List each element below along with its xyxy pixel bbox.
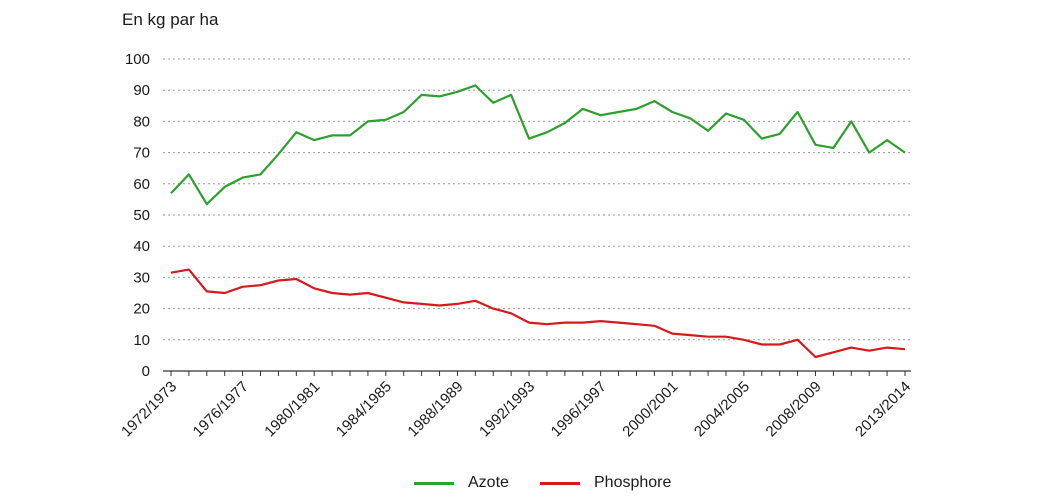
y-tick-label: 80 [133,113,150,130]
y-tick-label: 0 [142,363,150,380]
x-tick-label: 2000/2001 [619,378,681,440]
legend-label-azote: Azote [468,474,509,491]
y-tick-label: 30 [133,269,150,286]
x-tick-label: 1988/1989 [404,378,466,440]
y-tick-label: 20 [133,301,150,318]
x-tick-label: 1972/1973 [118,378,180,440]
series-lines [170,84,906,359]
legend-label-phosphore: Phosphore [594,474,672,491]
x-tick-label: 2004/2005 [691,378,753,440]
x-tick-label: 2008/2009 [763,378,825,440]
x-tick-label: 1984/1985 [333,378,395,440]
legend-item-azote: Azote [414,474,509,492]
x-tick-label: 1976/1977 [190,378,252,440]
grid-lines [163,58,911,341]
y-tick-label: 60 [133,176,150,193]
x-tick-label: 1996/1997 [548,378,610,440]
series-line-phosphore [170,268,906,359]
y-tick-label: 90 [133,82,150,99]
y-tick-label: 100 [125,51,150,68]
x-tick-label: 2013/2014 [852,378,914,440]
x-tick-label: 1980/1981 [261,378,323,440]
y-tick-labels: 0 10 20 30 40 50 60 70 80 90 100 [125,51,150,380]
series-line-azote [170,84,906,206]
legend-swatch-phosphore [540,481,580,485]
y-tick-label: 40 [133,238,150,255]
x-tick-label: 1992/1993 [476,378,538,440]
y-axis-label: En kg par ha [122,10,219,29]
x-axis: 1972/1973 1976/1977 1980/1981 1984/1985 1988… [118,370,914,440]
y-tick-label: 50 [133,207,150,224]
legend-swatch-azote [414,481,454,485]
legend-item-phosphore: Phosphore [540,474,671,492]
y-tick-label: 70 [133,145,150,162]
y-tick-label: 10 [133,332,150,349]
